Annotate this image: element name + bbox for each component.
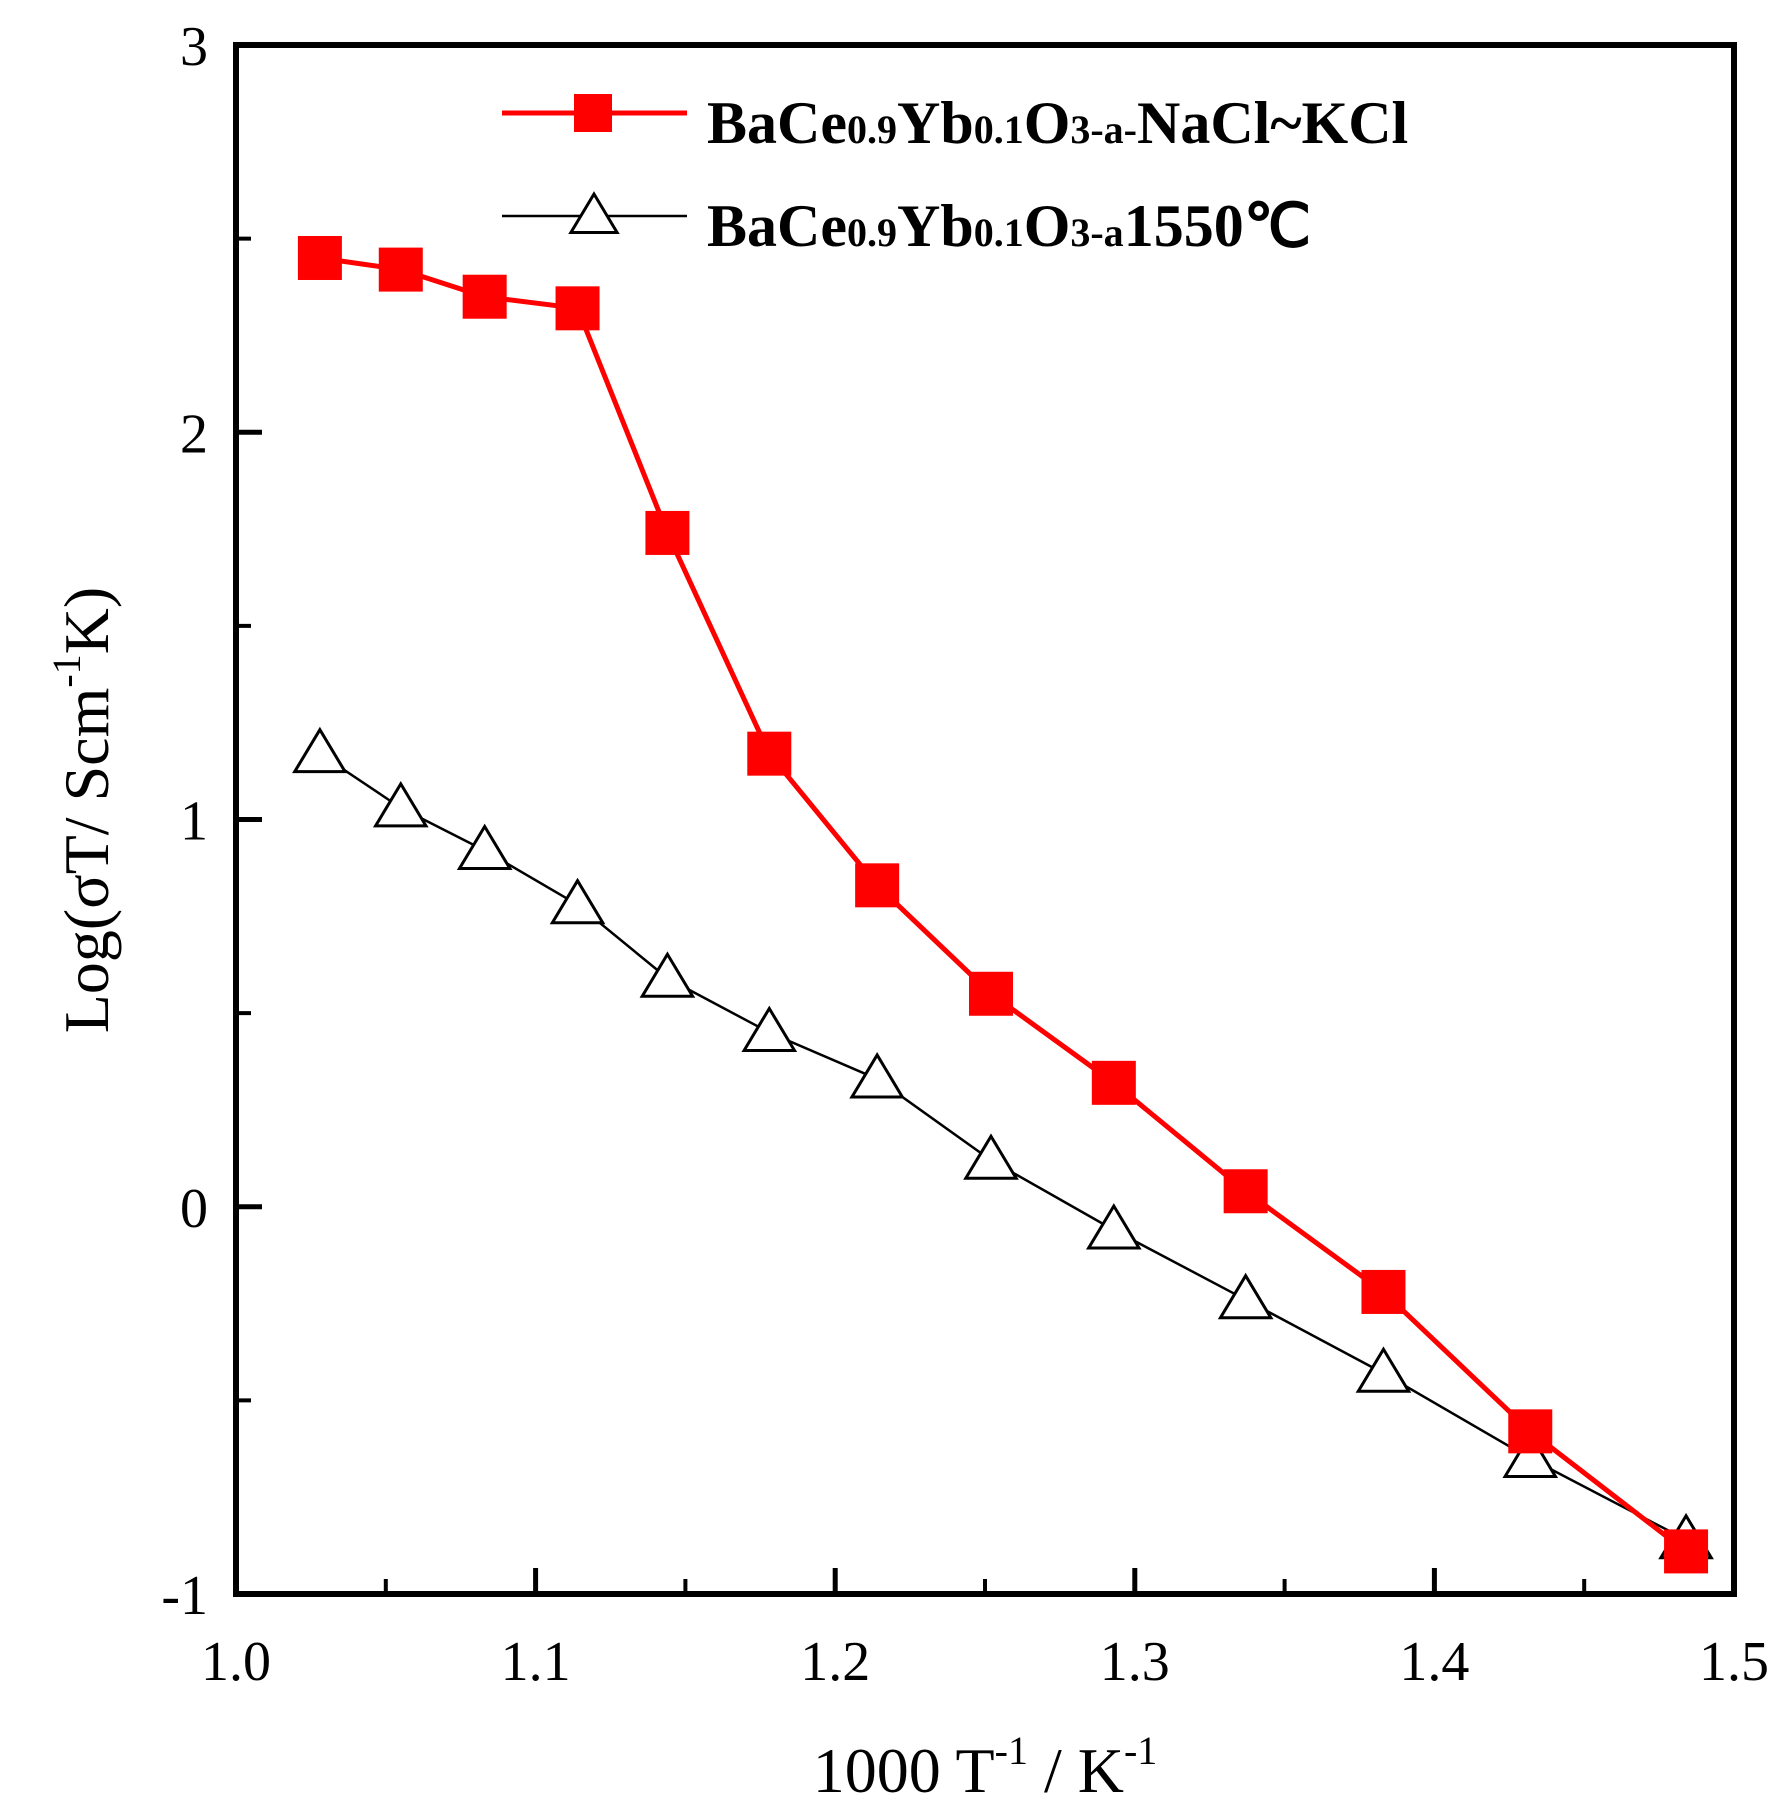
legend-entry-1: BaCe0.9Yb0.1O3-a1550℃ (707, 193, 1311, 259)
data-point-square (1223, 1169, 1268, 1214)
plot-frame (233, 42, 1737, 1597)
data-point-square (855, 863, 900, 908)
data-point-square (1091, 1060, 1136, 1105)
series-line-black (319, 752, 1687, 1541)
x-tick-label: 1.4 (1399, 1631, 1469, 1693)
x-tick-label: 1.3 (1100, 1631, 1170, 1693)
data-point-square (645, 510, 690, 555)
y-tick-label: 1 (180, 791, 208, 853)
data-point-triangle (741, 1005, 798, 1052)
x-tick-label: 1.5 (1699, 1631, 1769, 1693)
data-point-square (378, 247, 423, 292)
data-point-square (462, 274, 507, 319)
data-point-square (555, 286, 600, 331)
data-point-triangle (372, 780, 429, 828)
y-tick-label: 2 (180, 403, 208, 465)
x-axis-title: 1000 T-1 / K-1 (813, 1728, 1158, 1806)
series-line-red (319, 255, 1688, 1554)
data-point-square (747, 731, 792, 776)
y-tick-label: 3 (180, 16, 208, 78)
legend-marker-square (574, 94, 612, 132)
legend-marker-triangle (568, 191, 620, 234)
data-point-square (1508, 1409, 1553, 1454)
data-point-square (1664, 1529, 1709, 1574)
axis-tick-labels: 1.0 1.1 1.2 1.3 1.4 1.5 -1 0 1 2 3 (161, 16, 1769, 1693)
x-tick-label: 1.2 (800, 1631, 870, 1693)
data-point-triangle (963, 1133, 1019, 1180)
y-tick-label: -1 (161, 1565, 208, 1627)
data-point-triangle (1217, 1272, 1274, 1320)
data-point-triangle (1355, 1346, 1412, 1393)
x-tick-label: 1.0 (201, 1631, 271, 1693)
y-tick-label: 0 (180, 1178, 208, 1240)
data-point-triangle (1085, 1203, 1142, 1250)
series-markers (292, 235, 1714, 1574)
data-point-square (1361, 1269, 1406, 1314)
legend-entry-0: BaCe0.9Yb0.1O3-a-NaCl~KCl (707, 90, 1408, 156)
data-point-triangle (549, 877, 606, 925)
legend: BaCe0.9Yb0.1O3-a-NaCl~KCl BaCe0.9Yb0.1O3… (502, 90, 1408, 259)
data-point-triangle (1502, 1431, 1559, 1478)
data-point-triangle (639, 951, 696, 998)
data-point-triangle (849, 1052, 905, 1099)
data-point-square (297, 235, 342, 280)
data-point-triangle (292, 726, 348, 774)
series-lines (319, 255, 1688, 1554)
data-point-square (968, 971, 1013, 1016)
x-tick-label: 1.1 (501, 1631, 571, 1693)
data-point-triangle (456, 823, 513, 870)
y-axis-title: Log(σT/ Scm-1K) (44, 587, 122, 1033)
axis-ticks (233, 42, 1737, 1597)
